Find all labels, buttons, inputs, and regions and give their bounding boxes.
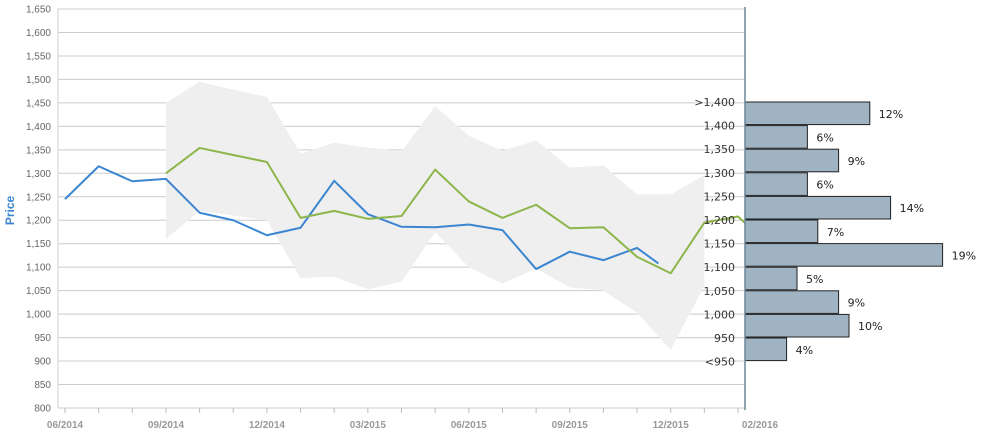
y-tick-label: 1,550 (26, 51, 51, 62)
distribution-bar (744, 125, 808, 149)
x-tick-label: 02/2016 (742, 420, 779, 431)
bin-label: 1,300 (704, 167, 736, 180)
x-tick-label: 12/2015 (653, 420, 690, 431)
y-tick-label: 1,400 (26, 122, 51, 133)
bin-label: 1,000 (704, 308, 736, 321)
y-tick-label: 1,650 (26, 5, 51, 16)
x-axis: 06/2014 09/2014 12/2014 03/2015 06/2015 09/20… (47, 408, 779, 431)
y-tick-label: 1,050 (26, 286, 51, 297)
distribution-bar (744, 243, 944, 267)
x-tick-label: 09/2014 (148, 420, 185, 431)
distribution-bar (744, 337, 788, 362)
x-tick-label: 06/2014 (47, 420, 84, 431)
forecast-range-band (165, 81, 705, 350)
forecast-band-area (165, 81, 705, 350)
y-tick-label: 1,350 (26, 145, 51, 156)
bar-value-label: 5% (806, 273, 823, 286)
distribution-bar (744, 172, 808, 196)
x-tick-label: 09/2015 (552, 420, 589, 431)
y-axis: 800 850 900 950 1,000 1,050 1,100 1,150 1,200 1,2… (26, 5, 59, 415)
bin-label: <950 (705, 356, 735, 369)
y-tick-label: 1,100 (26, 263, 51, 274)
bin-label: 1,100 (704, 261, 736, 274)
bin-label: 1,200 (704, 214, 736, 227)
y-tick-label: 900 (34, 357, 51, 368)
bin-label: 950 (714, 332, 735, 345)
y-tick-label: 800 (34, 404, 51, 415)
y-tick-label: 1,300 (26, 169, 51, 180)
bar-value-label: 4% (796, 344, 813, 357)
y-tick-label: 1,200 (26, 216, 51, 227)
bar-value-label: 6% (816, 179, 833, 192)
bar-value-label: 9% (848, 297, 865, 310)
bar-value-label: 10% (858, 320, 882, 333)
distribution-bar (744, 290, 840, 314)
y-axis-title: Price (3, 195, 17, 225)
distribution-bar (744, 313, 850, 338)
price-series-line (64, 165, 659, 271)
y-tick-label: 1,450 (26, 98, 51, 109)
bar-value-label: 9% (848, 155, 865, 168)
bar-value-label: 12% (879, 108, 903, 121)
bar-value-label: 7% (827, 226, 844, 239)
forecast-series-line (165, 146, 749, 275)
x-tick-label: 06/2015 (451, 420, 488, 431)
bin-label: 1,400 (704, 120, 736, 133)
distribution-bar (744, 101, 871, 126)
distribution-bar (744, 219, 819, 244)
y-tick-label: 1,600 (26, 28, 51, 39)
bar-value-label: 14% (900, 202, 924, 215)
x-tick-label: 03/2015 (350, 420, 387, 431)
distribution-bars: >1,400 12% 1,400 6% 1,350 9% 1,300 6% 1,250 14% 1,… (694, 96, 976, 369)
bin-label: 1,350 (704, 143, 736, 156)
bin-label: 1,250 (704, 190, 736, 203)
distribution-bar (744, 266, 798, 291)
bar-value-label: 6% (816, 131, 833, 144)
series-lines (64, 146, 749, 275)
distribution-bar (744, 148, 840, 173)
x-tick-label: 12/2014 (249, 420, 286, 431)
bin-label: 1,050 (704, 285, 736, 298)
y-tick-label: 1,250 (26, 192, 51, 203)
distribution-bar (744, 195, 892, 220)
y-tick-label: 1,150 (26, 239, 51, 250)
bin-label: >1,400 (694, 96, 735, 109)
y-tick-label: 1,000 (26, 310, 51, 321)
y-tick-label: 1,500 (26, 75, 51, 86)
y-tick-label: 850 (34, 380, 51, 391)
y-tick-label: 950 (34, 333, 51, 344)
bar-value-label: 19% (952, 249, 976, 262)
bin-label: 1,150 (704, 238, 736, 251)
